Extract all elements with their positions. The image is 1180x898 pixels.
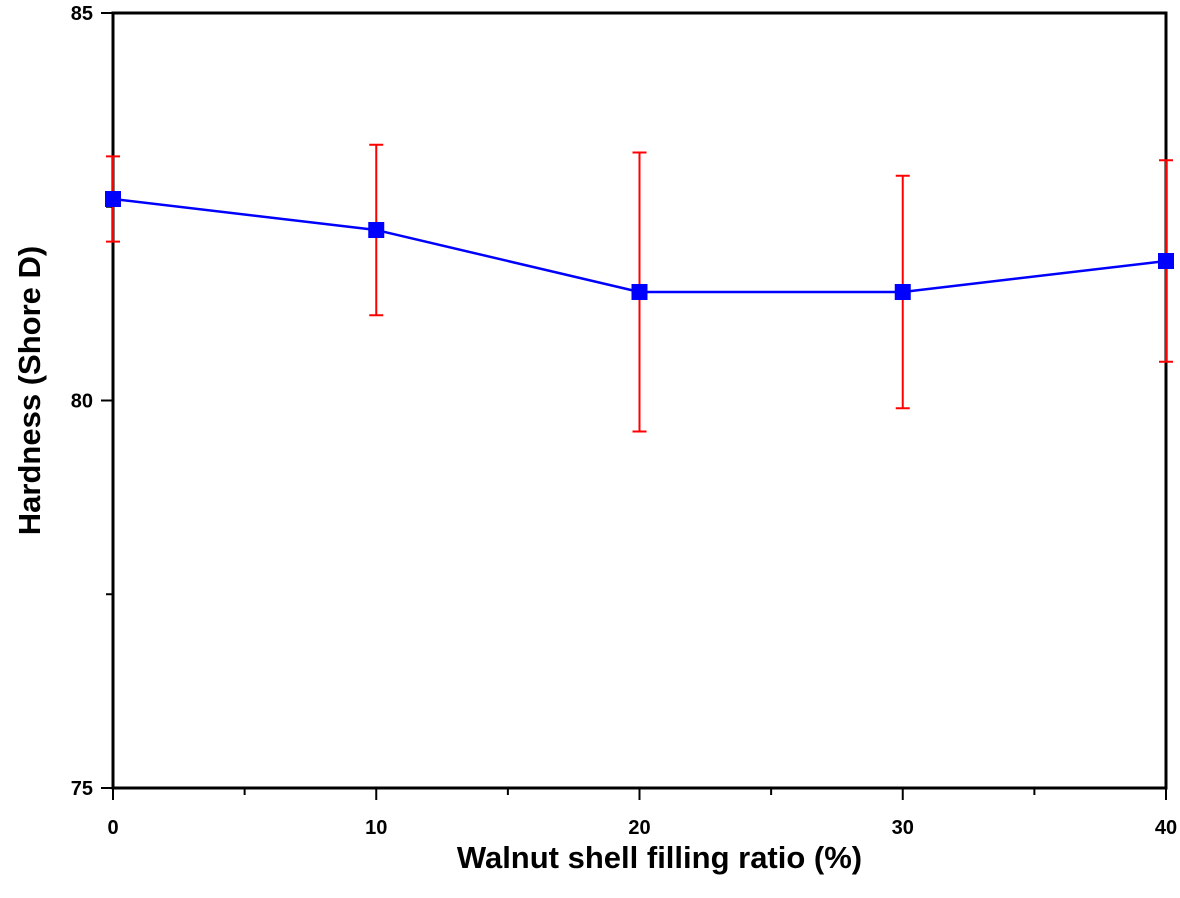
point-marker: [1158, 253, 1174, 269]
point-marker: [105, 191, 121, 207]
y-axis-title: Hardness (Shore D): [12, 246, 47, 535]
point-marker: [894, 284, 911, 300]
y-tick-label: 75: [71, 778, 93, 800]
x-tick-label: 40: [1155, 817, 1177, 839]
point-marker: [631, 284, 648, 300]
y-tick-label: 85: [71, 3, 93, 25]
x-axis-title: Walnut shell filling ratio (%): [457, 840, 862, 875]
x-tick-label: 10: [365, 817, 387, 839]
x-tick-label: 0: [107, 817, 118, 839]
point-marker: [368, 222, 385, 238]
x-tick-label: 30: [892, 817, 914, 839]
y-tick-label: 80: [71, 391, 93, 413]
x-tick-label: 20: [628, 817, 650, 839]
